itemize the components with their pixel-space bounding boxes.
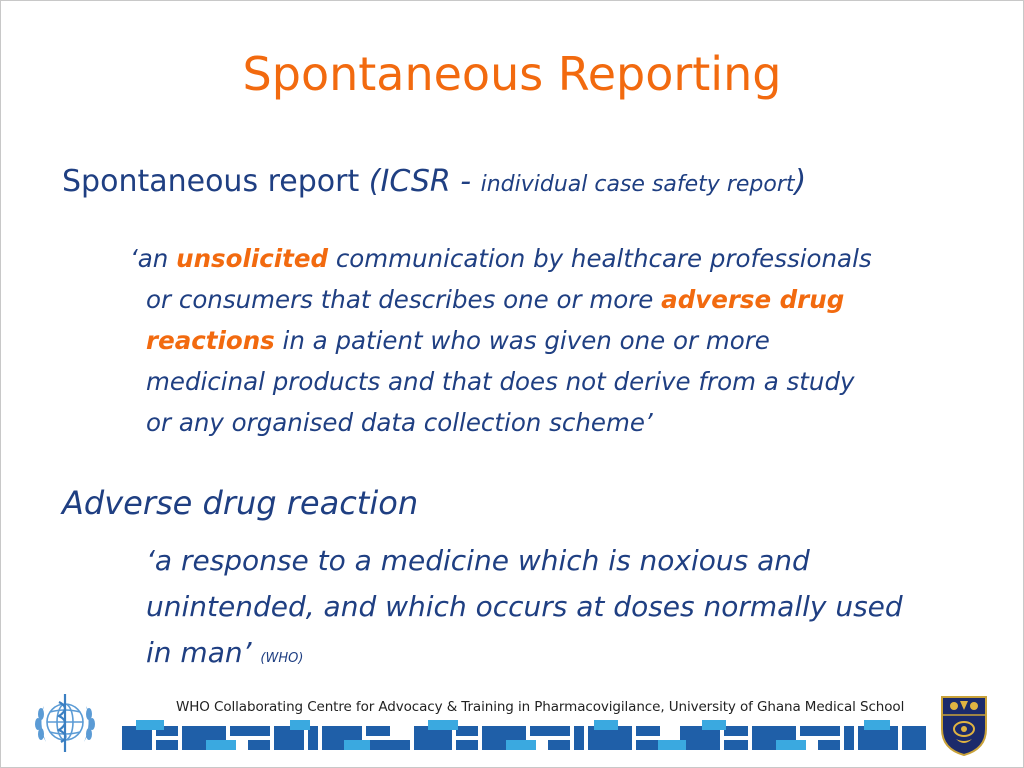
adr-definition-quote: ‘a response to a medicine which is noxio… <box>146 538 976 682</box>
quote2-line3-text: in man’ <box>146 636 261 669</box>
footer-centre-text: WHO Collaborating Centre for Advocacy & … <box>176 699 905 715</box>
quote1-line4: medicinal products and that does not der… <box>146 367 855 396</box>
highlight-adverse-drug: adverse drug <box>661 285 845 314</box>
heading-spontaneous-report: Spontaneous report (ICSR - individual ca… <box>62 160 806 207</box>
icsr-definition-quote: ‘an unsolicited communication by healthc… <box>130 238 966 443</box>
heading1-main: Spontaneous report <box>62 164 369 199</box>
heading1-small: individual case safety report <box>480 172 795 197</box>
slide-title: Spontaneous Reporting <box>242 47 782 101</box>
quote1-line3-post: in a patient who was given one or more <box>274 326 770 355</box>
quote2-source: (WHO) <box>260 651 304 666</box>
heading1-paren-open: (ICSR - <box>368 164 481 199</box>
quote2-line1: ‘a response to a medicine which is noxio… <box>146 544 810 577</box>
quote2-line2: unintended, and which occurs at doses no… <box>146 590 903 623</box>
quote1-open-mark: ‘ <box>130 244 138 273</box>
quote1-seg-an: an <box>137 244 177 273</box>
footer-decorative-band <box>122 720 926 750</box>
highlight-reactions: reactions <box>146 326 275 355</box>
quote1-line3: reactions in a patient who was given one… <box>146 320 966 361</box>
heading-adverse-drug-reaction: Adverse drug reaction <box>62 484 419 522</box>
who-emblem-icon <box>35 694 95 752</box>
quote1-seg-after1: communication by healthcare professional… <box>328 244 872 273</box>
highlight-unsolicited: unsolicited <box>176 244 329 273</box>
quote1-line2-pre: or consumers that describes one or more <box>146 285 662 314</box>
quote1-line1: ‘an unsolicited communication by healthc… <box>130 238 966 279</box>
heading1-paren-close: ) <box>794 164 807 199</box>
university-crest-icon <box>941 696 987 757</box>
quote2-line3: in man’ (WHO) <box>146 630 976 682</box>
quote1-line5: or any organised data collection scheme’ <box>146 408 653 437</box>
quote1-line2: or consumers that describes one or more … <box>146 279 966 320</box>
